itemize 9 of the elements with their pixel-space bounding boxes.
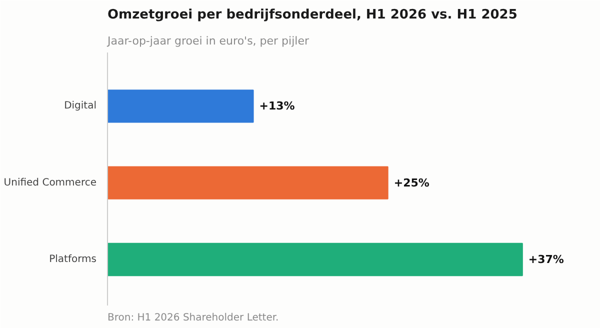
data-label: +37% — [528, 253, 564, 266]
data-label: +25% — [394, 176, 430, 190]
text: Bron: H1 2026 Shareholder Letter. — [108, 312, 279, 324]
y-tick-label: Digital — [64, 100, 97, 112]
y-tick-label: Platforms — [49, 254, 97, 265]
chart-title: Omzetgroei per bedrijfsonderdeel, H1 2026 vs. H1 2025 — [108, 8, 518, 22]
chart-subtitle: Jaar-op-jaar groei in euro's, per pijler — [106, 34, 310, 48]
data-label: +13% — [259, 100, 295, 113]
y-tick-label: Unified Commerce — [4, 177, 97, 188]
